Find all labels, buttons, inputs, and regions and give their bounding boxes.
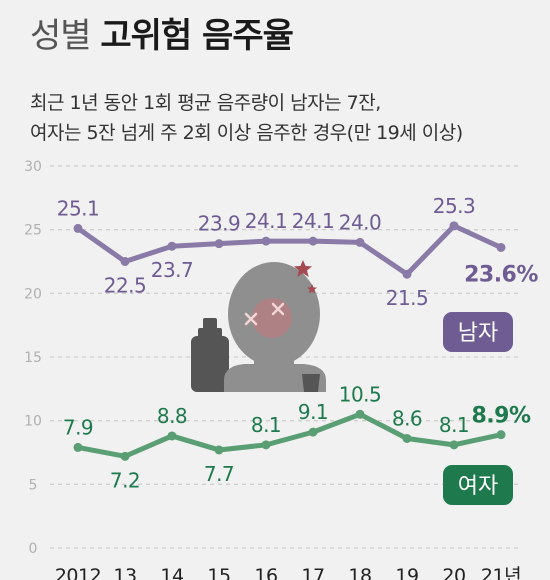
- chart-title: 성별 고위험 음주율: [30, 14, 294, 58]
- data-label: 8.1: [439, 413, 469, 437]
- legend-badge: [443, 312, 513, 352]
- data-point: [167, 241, 177, 251]
- data-label: 24.1: [245, 209, 288, 233]
- x-tick-label: 15: [207, 565, 230, 580]
- title-part2: 고위험 음주율: [100, 16, 294, 56]
- data-point: [308, 236, 318, 246]
- data-point: [120, 451, 130, 461]
- legend-label: 남자: [458, 321, 498, 346]
- data-label: 25.1: [57, 196, 100, 220]
- y-tick-label: 30: [24, 159, 42, 175]
- y-tick-label: 15: [24, 350, 42, 366]
- data-label: 8.8: [157, 404, 187, 428]
- legend-label: 여자: [458, 474, 498, 499]
- data-label: 9.1: [298, 400, 328, 424]
- data-label: 7.2: [110, 468, 140, 492]
- data-point: [214, 239, 224, 249]
- x-tick-label: 16: [254, 565, 277, 580]
- data-point: [73, 442, 83, 452]
- data-label: 8.1: [251, 413, 281, 437]
- y-tick-label: 25: [24, 223, 42, 239]
- series-layer: [73, 221, 506, 461]
- data-point: [496, 430, 506, 440]
- data-point: [449, 221, 459, 231]
- y-tick-label: 20: [24, 286, 42, 302]
- x-tick-label: 18: [348, 565, 371, 580]
- x-axis: 2012 13 14 15 16 17 18 19 20 21년: [55, 565, 522, 580]
- data-point: [167, 431, 177, 441]
- y-tick-label: 10: [24, 414, 42, 430]
- x-tick-label: 21년: [481, 565, 521, 580]
- data-label: 23.7: [151, 258, 194, 282]
- y-tick-label: 5: [29, 477, 38, 493]
- data-point: [214, 445, 224, 455]
- chart-subtitle: 최근 1년 동안 1회 평균 음주량이 남자는 7잔, 여자는 5잔 넘게 주 …: [30, 88, 463, 148]
- series-final-value-label: 23.6%: [464, 262, 538, 287]
- data-label: 23.9: [198, 212, 241, 236]
- series-line: [75, 223, 504, 277]
- data-point: [496, 242, 506, 252]
- data-point: [261, 440, 271, 450]
- data-point: [449, 440, 459, 450]
- data-labels: 25.122.523.723.9 24.1 24.1 24.021.525.323.6…: [57, 194, 539, 492]
- subtitle-line2: 여자는 5잔 넘게 주 2회 이상 음주한 경우(만 19세 이상): [30, 122, 463, 144]
- data-point: [402, 433, 412, 443]
- x-tick-label: 20: [442, 565, 465, 580]
- data-point: [120, 257, 130, 266]
- title-part1: 성별: [30, 16, 92, 56]
- data-label: 24.1: [292, 209, 335, 233]
- subtitle-line1: 최근 1년 동안 1회 평균 음주량이 남자는 7잔,: [30, 92, 381, 114]
- x-tick-label: 2012: [55, 565, 101, 580]
- x-tick-label: 14: [160, 565, 184, 580]
- series-line: [75, 411, 504, 459]
- data-point: [402, 269, 412, 279]
- x-tick-label: 19: [395, 565, 418, 580]
- data-point: [261, 236, 271, 246]
- drunk-person-with-bottle-icon: [191, 260, 326, 392]
- x-tick-label: 13: [113, 565, 136, 580]
- data-point: [355, 237, 365, 247]
- data-label: 8.6: [392, 406, 422, 430]
- data-label: 21.5: [386, 286, 429, 310]
- data-label: 10.5: [339, 382, 382, 406]
- legend-badge: [443, 465, 513, 505]
- data-label: 22.5: [104, 274, 147, 298]
- x-tick-label: 17: [301, 565, 324, 580]
- data-label: 24.0: [339, 210, 382, 234]
- data-label: 25.3: [433, 194, 476, 218]
- y-tick-label: 0: [29, 541, 38, 557]
- series-final-value-label: 8.9%: [471, 404, 530, 429]
- data-point: [73, 223, 83, 233]
- data-point: [355, 409, 365, 419]
- data-label: 7.7: [204, 462, 234, 486]
- data-point: [308, 427, 318, 437]
- data-label: 7.9: [63, 415, 93, 439]
